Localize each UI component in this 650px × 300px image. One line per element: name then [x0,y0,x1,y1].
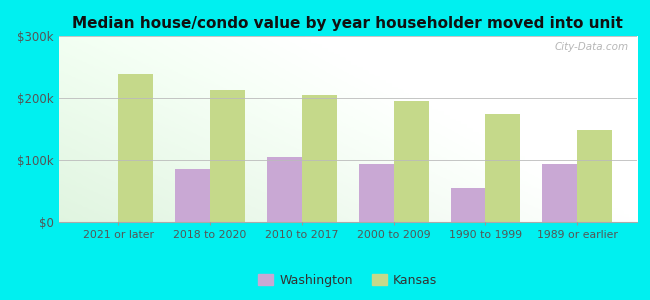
Bar [175,169,210,222]
Bar [542,164,577,222]
Bar [267,157,302,222]
Bar [450,188,486,222]
Bar [577,130,612,222]
Bar [359,164,394,222]
Legend: Washington, Kansas: Washington, Kansas [254,269,442,292]
Text: City-Data.com: City-Data.com [554,42,629,52]
Bar [394,101,428,222]
Bar [302,95,337,222]
Bar [210,90,245,222]
Bar [118,74,153,222]
Bar [486,113,521,222]
Title: Median house/condo value by year householder moved into unit: Median house/condo value by year househo… [72,16,623,31]
